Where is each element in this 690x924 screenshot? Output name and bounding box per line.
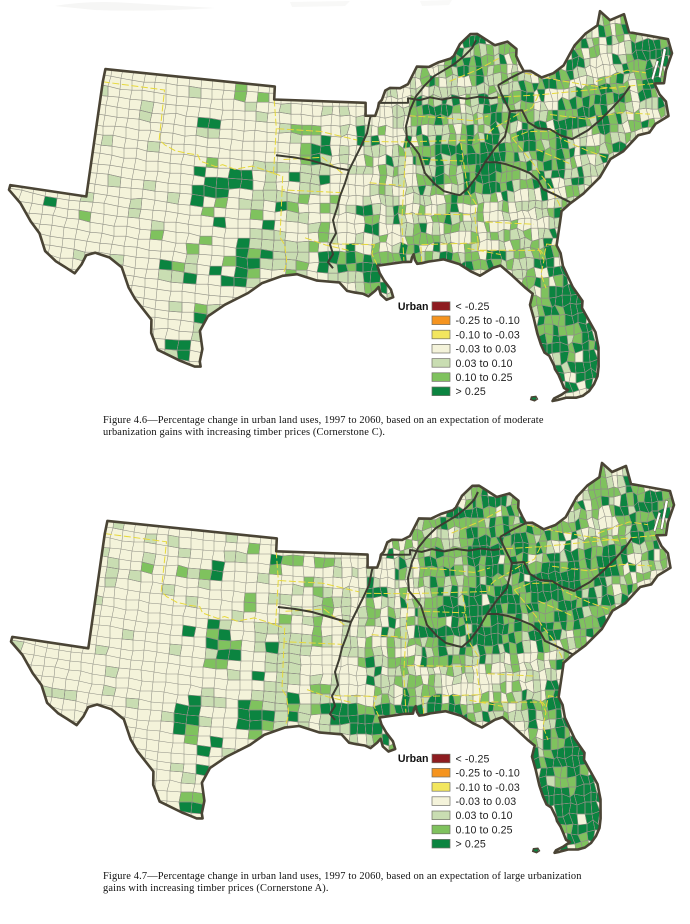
svg-text:-0.10 to -0.03: -0.10 to -0.03 — [456, 329, 520, 341]
svg-text:< -0.25: < -0.25 — [456, 753, 490, 765]
svg-text:> 0.25: > 0.25 — [456, 839, 486, 851]
svg-text:-0.25 to -0.10: -0.25 to -0.10 — [456, 315, 520, 327]
svg-text:0.10 to 0.25: 0.10 to 0.25 — [456, 824, 513, 836]
svg-text:0.03 to 0.10: 0.03 to 0.10 — [456, 810, 513, 822]
svg-text:Urban: Urban — [398, 753, 429, 765]
svg-text:-0.10 to -0.03: -0.10 to -0.03 — [456, 782, 520, 794]
svg-text:< -0.25: < -0.25 — [456, 301, 490, 313]
svg-text:-0.03 to 0.03: -0.03 to 0.03 — [456, 344, 517, 356]
svg-text:-0.03 to 0.03: -0.03 to 0.03 — [456, 796, 517, 808]
svg-text:0.10 to 0.25: 0.10 to 0.25 — [456, 372, 513, 384]
svg-text:Urban: Urban — [398, 301, 429, 313]
svg-text:0.03 to 0.10: 0.03 to 0.10 — [456, 358, 513, 370]
svg-text:> 0.25: > 0.25 — [456, 386, 486, 398]
svg-text:-0.25 to -0.10: -0.25 to -0.10 — [456, 768, 520, 780]
